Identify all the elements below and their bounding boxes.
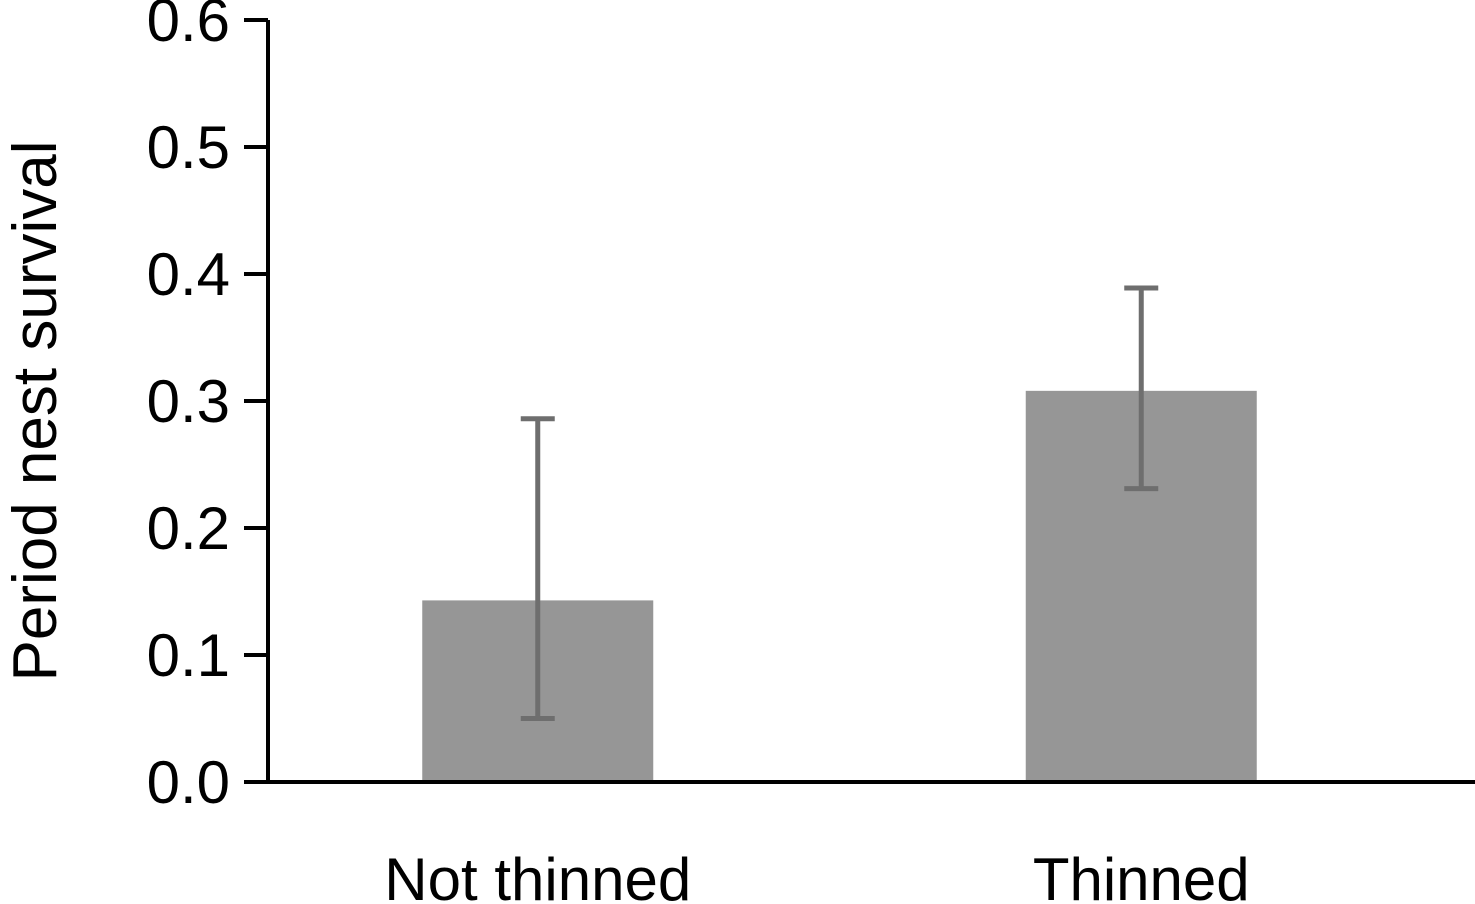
error-bar-thinned xyxy=(1124,285,1159,492)
y-tick-label: 0.6 xyxy=(147,0,230,54)
x-tick-label-not-thinned: Not thinned xyxy=(384,846,691,904)
error-bars-group xyxy=(520,285,1159,721)
y-tick-label: 0.4 xyxy=(147,241,230,308)
y-ticks-group: 0.0 0.1 0.2 0.3 0.4 0.5 0.6 xyxy=(147,0,268,816)
y-tick-label: 0.3 xyxy=(147,368,230,435)
bars-group xyxy=(422,390,1257,780)
y-axis-title: Period nest survival xyxy=(1,140,70,681)
x-tick-labels-group: Not thinned Thinned xyxy=(384,846,1249,904)
y-tick-label: 0.1 xyxy=(147,622,230,689)
x-tick-label-thinned: Thinned xyxy=(1033,846,1250,904)
error-bar-not-thinned xyxy=(520,416,555,721)
y-tick-label: 0.0 xyxy=(147,749,230,816)
y-tick-label: 0.5 xyxy=(147,114,230,181)
y-tick-label: 0.2 xyxy=(147,495,230,562)
